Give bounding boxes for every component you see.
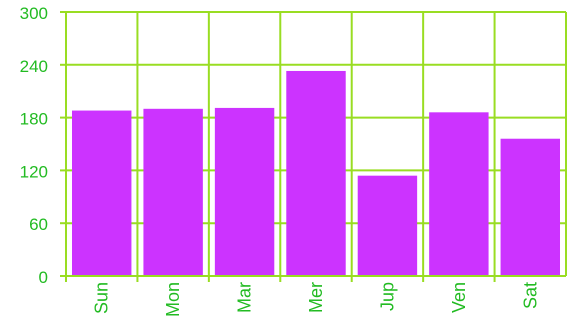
grid-lines <box>65 11 567 277</box>
y-tick-labels: 0 60 120 180 240 300 <box>20 4 48 287</box>
y-tick-label: 60 <box>29 215 48 234</box>
bar-mon <box>143 108 203 276</box>
x-tick-label: Sat <box>520 282 540 309</box>
y-tick-label: 300 <box>20 4 48 23</box>
y-tick-label: 240 <box>20 57 48 76</box>
bar-sun <box>72 110 132 276</box>
y-tick-label: 180 <box>20 110 48 129</box>
x-tick-label: Jup <box>377 282 397 311</box>
bars <box>72 70 560 277</box>
bar-sat <box>500 138 560 276</box>
y-tick-label: 120 <box>20 162 48 181</box>
x-tick-label: Mar <box>235 282 255 313</box>
bar-mer <box>286 70 346 277</box>
y-tick-label: 0 <box>39 268 48 287</box>
bar-jup <box>357 175 418 276</box>
bar-ven <box>429 112 489 276</box>
x-tick-label: Sun <box>92 282 112 314</box>
x-tick-labels: Sun Mon Mar Mer Jup Ven Sat <box>92 282 541 317</box>
x-tick-label: Mer <box>306 282 326 313</box>
bar-mar <box>214 107 275 276</box>
axes <box>60 11 566 282</box>
x-tick-label: Ven <box>449 282 469 313</box>
x-tick-label: Mon <box>163 282 183 317</box>
